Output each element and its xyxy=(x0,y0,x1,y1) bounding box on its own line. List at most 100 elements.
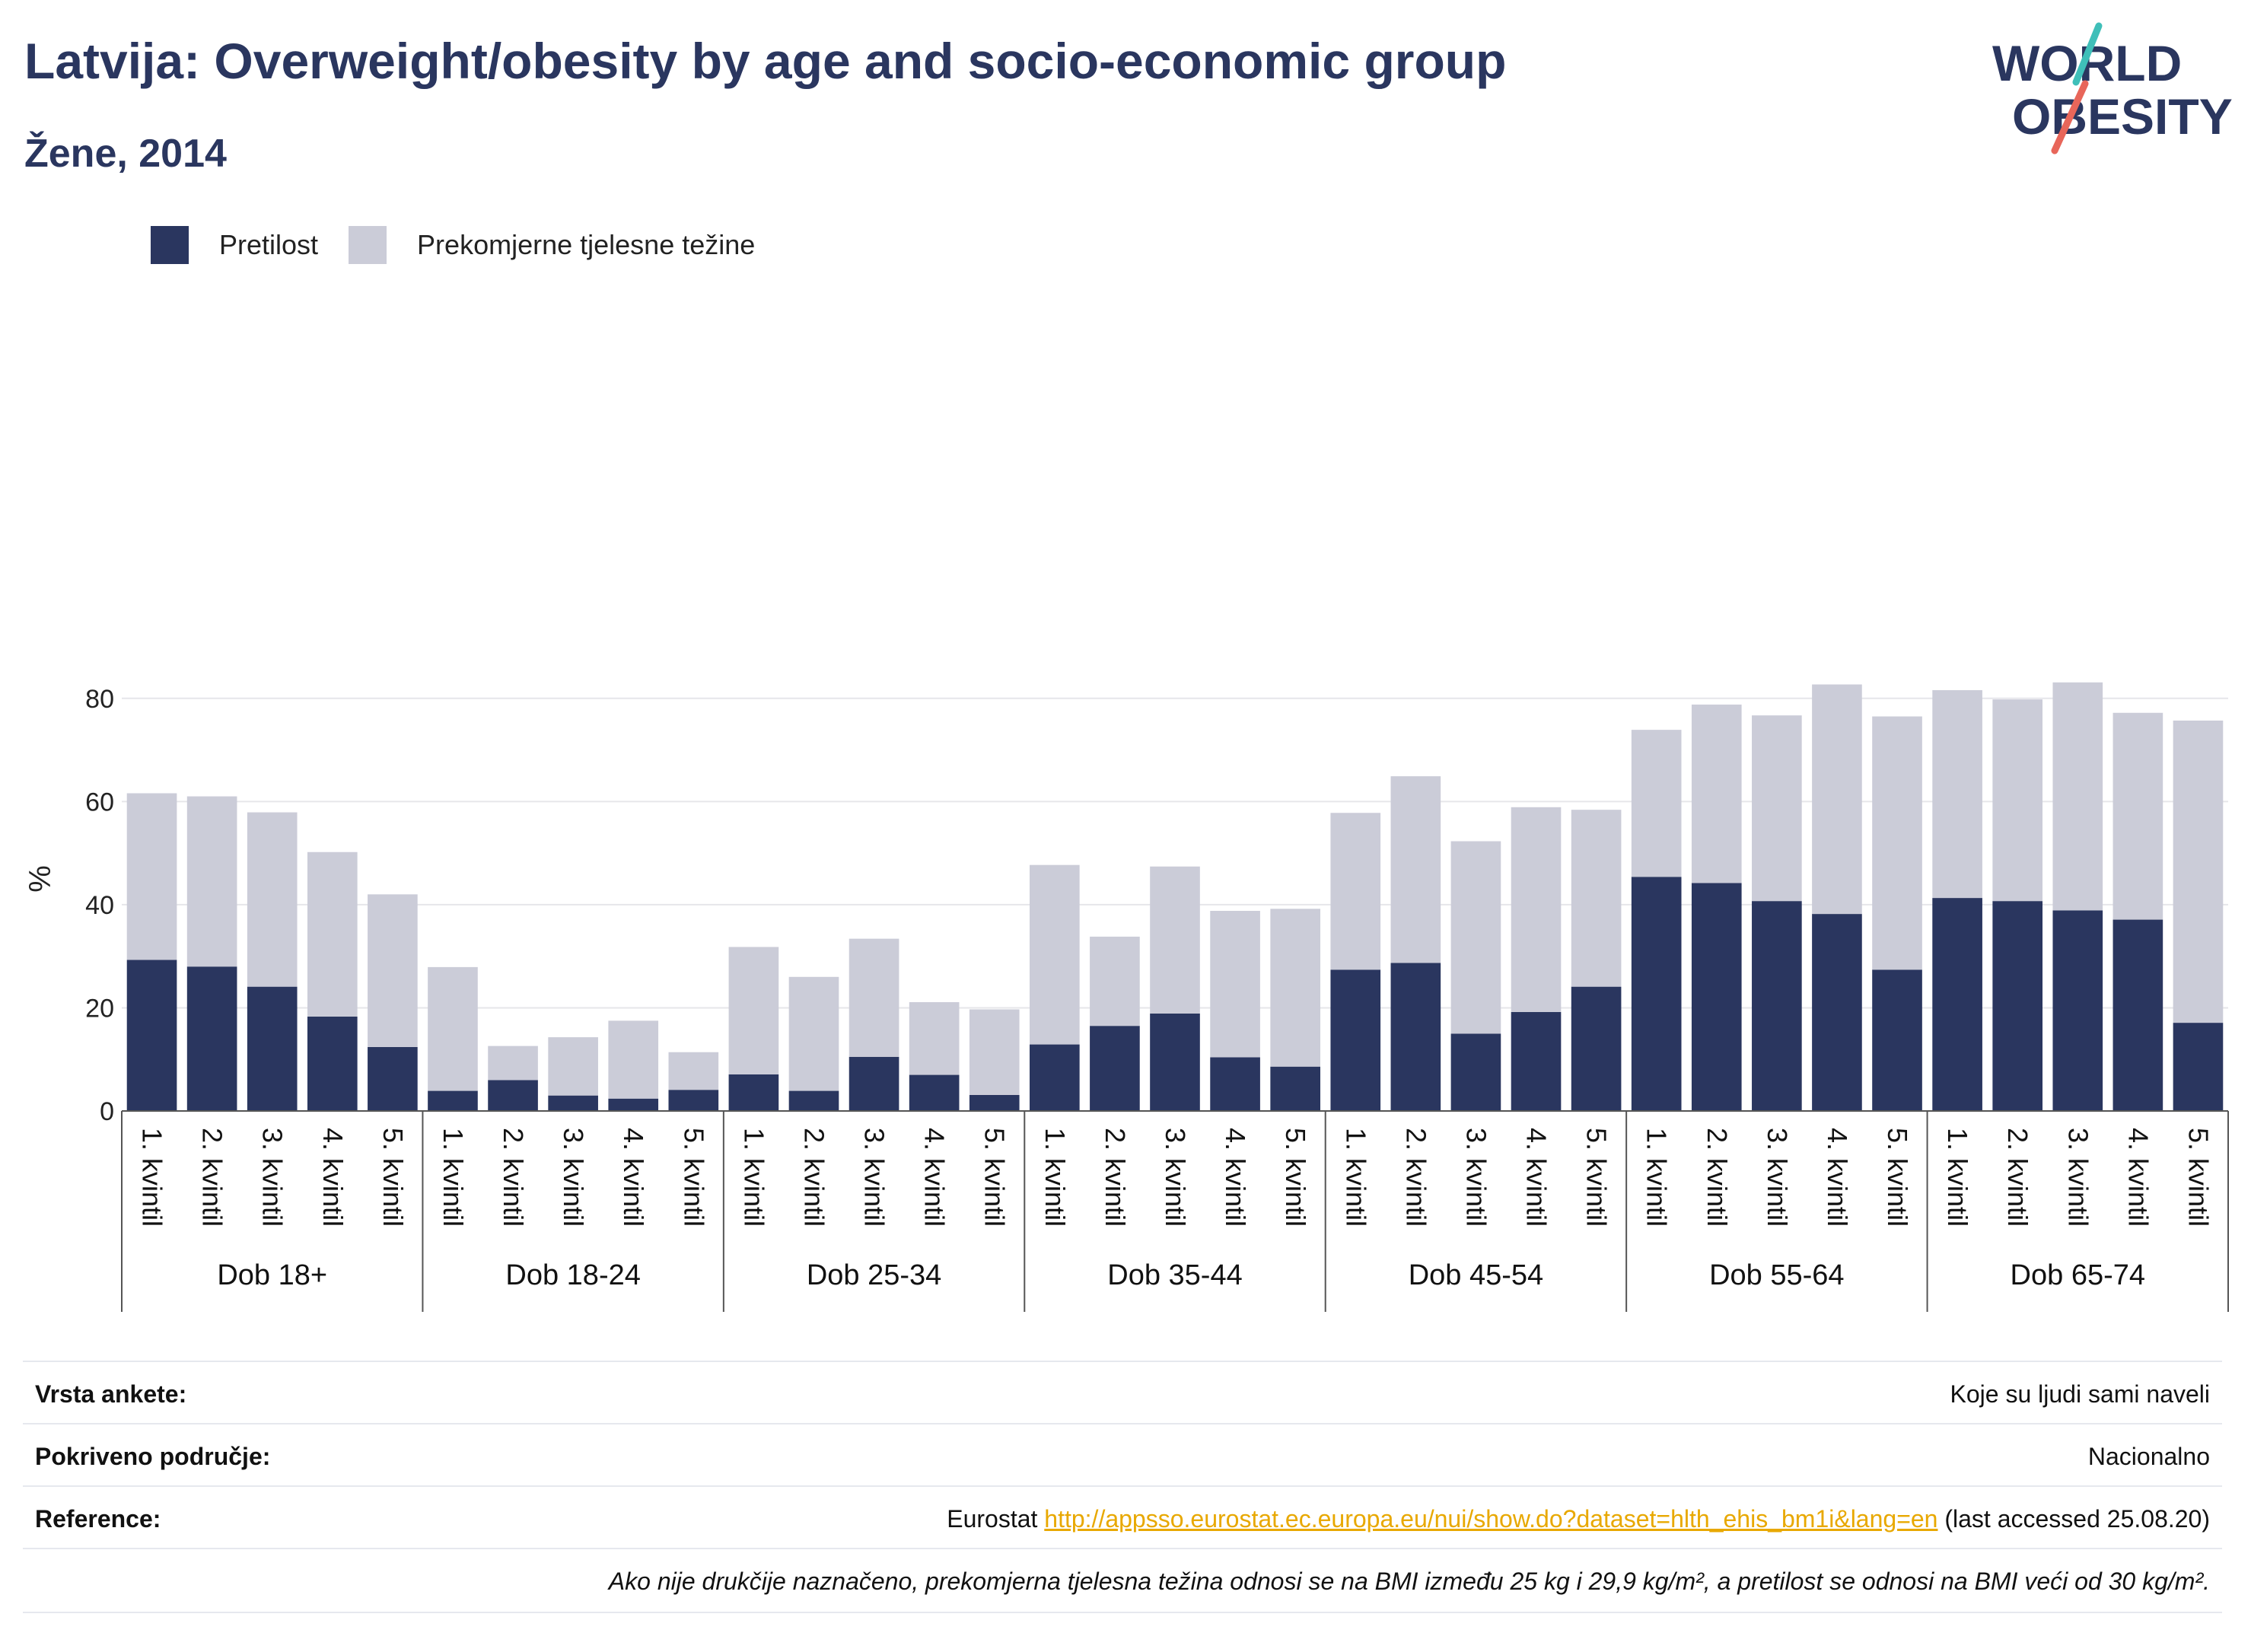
y-tick-label: 40 xyxy=(85,891,114,920)
bar-overweight xyxy=(1210,911,1260,1058)
bar-overweight xyxy=(126,793,177,960)
x-tick-label: 2. kvintil xyxy=(798,1128,829,1227)
x-tick-label: 5. kvintil xyxy=(1581,1128,1613,1227)
bar-overweight xyxy=(849,938,899,1057)
bar-overweight xyxy=(2052,682,2103,911)
legend-label-overweight: Prekomjerne tjelesne težine xyxy=(417,229,756,260)
bar-overweight xyxy=(668,1052,719,1090)
x-tick-label: 5. kvintil xyxy=(2183,1128,2214,1227)
bar-obesity xyxy=(849,1056,899,1111)
bar-overweight xyxy=(247,812,298,987)
group-label: Dob 18+ xyxy=(217,1259,327,1291)
legend-swatch-obesity xyxy=(151,226,189,264)
bar-overweight xyxy=(1872,716,1922,970)
x-tick-label: 1. kvintil xyxy=(1641,1128,1673,1227)
x-tick-label: 3. kvintil xyxy=(1160,1128,1191,1227)
bar-overweight xyxy=(2173,720,2224,1023)
stacked-bar-chart: 0 20 40 60 80% 1. kvintil 2. kvintil 3. kvintil… xyxy=(24,682,2229,1312)
group-label: Dob 65-74 xyxy=(2011,1259,2145,1291)
bar-obesity xyxy=(1812,914,1862,1111)
bar-obesity xyxy=(668,1090,719,1111)
bar-obesity xyxy=(1030,1044,1080,1111)
page-subtitle: Žene, 2014 xyxy=(24,132,227,176)
bar-obesity xyxy=(548,1095,598,1111)
legend-swatch-overweight xyxy=(349,226,387,264)
bar-overweight xyxy=(368,894,418,1047)
bar-obesity xyxy=(1691,883,1742,1111)
bar-overweight xyxy=(1030,864,1080,1045)
footer-row-reference: Reference: Eurostat http://appsso.eurost… xyxy=(23,1485,2222,1549)
footer-row-note: Ako nije drukčije naznačeno, prekomjerna… xyxy=(23,1548,2222,1613)
coverage-label: Pokriveno područje: xyxy=(35,1443,271,1470)
bar-obesity xyxy=(428,1090,478,1111)
x-tick-label: 5. kvintil xyxy=(1882,1128,1913,1227)
bar-obesity xyxy=(1450,1033,1501,1111)
y-tick-label: 60 xyxy=(85,788,114,816)
bar-obesity xyxy=(307,1016,358,1111)
reference-label: Reference: xyxy=(35,1505,161,1533)
bar-obesity xyxy=(969,1094,1020,1111)
x-tick-label: 2. kvintil xyxy=(197,1128,228,1227)
bar-obesity xyxy=(1150,1013,1200,1111)
bar-overweight xyxy=(428,966,478,1091)
bar-obesity xyxy=(608,1098,659,1111)
x-tick-label: 5. kvintil xyxy=(1280,1128,1311,1227)
x-tick-label: 4. kvintil xyxy=(2122,1128,2154,1227)
bar-overweight xyxy=(1812,684,1862,915)
bar-overweight xyxy=(728,947,779,1074)
group-label: Dob 45-54 xyxy=(1409,1259,1543,1291)
bar-obesity xyxy=(368,1046,418,1111)
x-tick-label: 3. kvintil xyxy=(1762,1128,1793,1227)
bar-obesity xyxy=(728,1074,779,1111)
bar-overweight xyxy=(1090,936,1140,1027)
definition-note: Ako nije drukčije naznačeno, prekomjerna… xyxy=(608,1568,2210,1595)
bar-overweight xyxy=(1150,866,1200,1014)
bar-overweight xyxy=(909,1001,960,1075)
x-tick-label: 3. kvintil xyxy=(859,1128,890,1227)
bar-obesity xyxy=(2052,910,2103,1111)
group-label: Dob 25-34 xyxy=(807,1259,941,1291)
bar-overweight xyxy=(1330,813,1381,970)
x-tick-label: 2. kvintil xyxy=(1400,1128,1431,1227)
world-obesity-logo: WORLD OBESITY xyxy=(1992,22,2233,154)
x-tick-label: 4. kvintil xyxy=(618,1128,649,1227)
bar-obesity xyxy=(788,1090,839,1111)
bar-obesity xyxy=(1330,969,1381,1111)
x-tick-label: 1. kvintil xyxy=(1040,1128,1071,1227)
y-tick-label: 20 xyxy=(85,994,114,1023)
bar-obesity xyxy=(1511,1011,1562,1111)
bar-overweight xyxy=(1390,776,1441,963)
bar-obesity xyxy=(1571,986,1622,1111)
bar-overweight xyxy=(1992,699,2043,902)
bar-overweight xyxy=(186,796,237,967)
bar-obesity xyxy=(1631,877,1682,1111)
coverage-value: Nacionalno xyxy=(2087,1443,2210,1470)
x-tick-label: 1. kvintil xyxy=(438,1128,469,1227)
group-label: Dob 55-64 xyxy=(1709,1259,1844,1291)
bar-obesity xyxy=(1872,969,1922,1111)
bar-overweight xyxy=(307,851,358,1017)
bar-obesity xyxy=(247,986,298,1111)
bar-overweight xyxy=(1631,730,1682,877)
x-tick-label: 3. kvintil xyxy=(257,1128,288,1227)
logo-slash-coral xyxy=(2051,80,2089,154)
x-tick-label: 2. kvintil xyxy=(498,1128,529,1227)
x-tick-label: 4. kvintil xyxy=(1822,1128,1853,1227)
chart-legend: Pretilost Prekomjerne tjelesne težine xyxy=(151,225,785,265)
group-label: Dob 18-24 xyxy=(505,1259,640,1291)
bar-obesity xyxy=(1270,1066,1320,1111)
x-tick-label: 2. kvintil xyxy=(1100,1128,1131,1227)
bar-obesity xyxy=(1992,901,2043,1111)
x-tick-label: 5. kvintil xyxy=(979,1128,1011,1227)
bar-overweight xyxy=(488,1046,538,1081)
bar-overweight xyxy=(548,1037,598,1096)
reference-link[interactable]: http://appsso.eurostat.ec.europa.eu/nui/… xyxy=(1044,1505,1938,1533)
x-tick-label: 1. kvintil xyxy=(1340,1128,1371,1227)
bar-overweight xyxy=(1450,841,1501,1034)
reference-value: Eurostat http://appsso.eurostat.ec.europ… xyxy=(947,1505,2210,1533)
x-tick-label: 3. kvintil xyxy=(1460,1128,1492,1227)
x-tick-label: 4. kvintil xyxy=(317,1128,349,1227)
bar-obesity xyxy=(2173,1023,2224,1111)
legend-item-obesity: Pretilost xyxy=(151,226,318,264)
bar-obesity xyxy=(126,960,177,1111)
